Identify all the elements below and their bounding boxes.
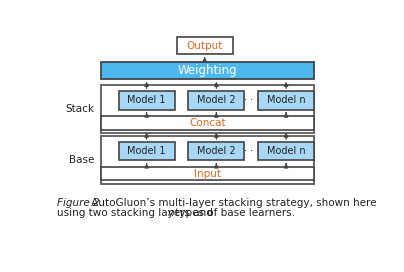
Text: Stack: Stack: [66, 104, 95, 114]
Text: · · ·: · · ·: [244, 95, 259, 105]
Text: AutoGluon’s multi-layer stacking strategy, shown here: AutoGluon’s multi-layer stacking strateg…: [88, 198, 377, 208]
Bar: [101, 62, 314, 79]
Text: Weighting: Weighting: [178, 64, 237, 77]
Text: n: n: [168, 208, 174, 218]
Bar: [101, 167, 314, 181]
Text: Model 2: Model 2: [197, 146, 236, 156]
Text: Concat: Concat: [189, 118, 226, 128]
Text: Model 1: Model 1: [127, 146, 166, 156]
Text: Model 2: Model 2: [197, 95, 236, 105]
Text: using two stacking layers and: using two stacking layers and: [57, 208, 216, 218]
Bar: [101, 136, 314, 184]
Bar: [258, 142, 314, 160]
Text: Figure 2.: Figure 2.: [57, 198, 103, 208]
Bar: [177, 37, 233, 54]
Bar: [119, 142, 175, 160]
Bar: [119, 91, 175, 110]
Bar: [101, 85, 314, 133]
Bar: [188, 91, 244, 110]
Bar: [188, 142, 244, 160]
Bar: [258, 91, 314, 110]
Bar: [101, 116, 314, 130]
Text: Model n: Model n: [267, 95, 305, 105]
Text: Input: Input: [194, 169, 221, 178]
Text: Output: Output: [187, 41, 223, 51]
Text: types of base learners.: types of base learners.: [172, 208, 295, 218]
Text: Base: Base: [69, 155, 95, 165]
Text: Model 1: Model 1: [127, 95, 166, 105]
Text: · · ·: · · ·: [244, 146, 259, 156]
Text: Model n: Model n: [267, 146, 305, 156]
